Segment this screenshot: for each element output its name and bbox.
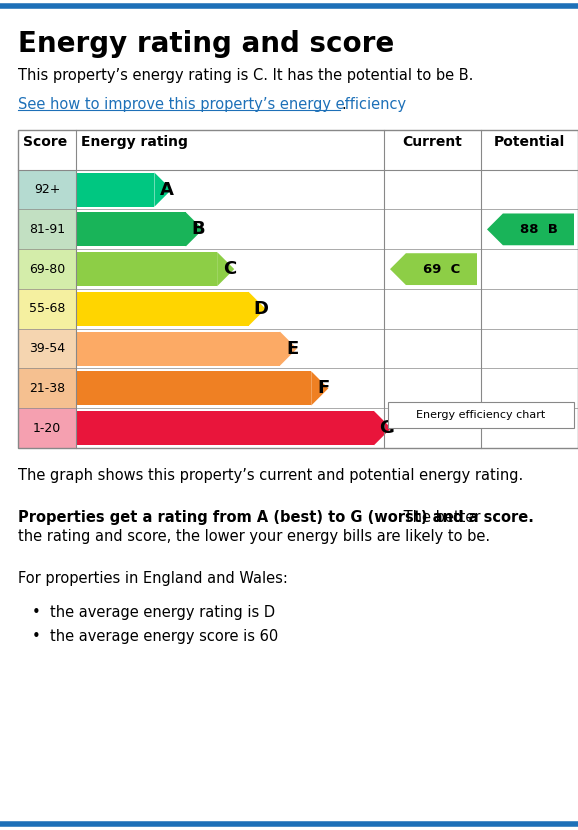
- Bar: [388, 403, 574, 428]
- Text: Energy efficiency chart: Energy efficiency chart: [416, 410, 546, 420]
- Text: 81-91: 81-91: [29, 223, 65, 236]
- Text: 55-68: 55-68: [29, 302, 65, 315]
- Text: the rating and score, the lower your energy bills are likely to be.: the rating and score, the lower your ene…: [18, 529, 490, 544]
- Bar: [76, 212, 186, 247]
- Polygon shape: [487, 213, 574, 246]
- Bar: [76, 173, 154, 207]
- Polygon shape: [280, 331, 297, 366]
- Text: 92+: 92+: [34, 183, 60, 196]
- Text: 69  C: 69 C: [423, 262, 460, 276]
- Polygon shape: [217, 252, 234, 286]
- Bar: [18, 130, 578, 448]
- Text: 21-38: 21-38: [29, 382, 65, 395]
- Text: •  the average energy score is 60: • the average energy score is 60: [32, 629, 278, 644]
- Text: G: G: [379, 419, 394, 437]
- Text: This property’s energy rating is C. It has the potential to be B.: This property’s energy rating is C. It h…: [18, 68, 473, 83]
- Text: Properties get a rating from A (best) to G (worst) and a score.: Properties get a rating from A (best) to…: [18, 510, 534, 525]
- Text: Energy rating: Energy rating: [81, 135, 188, 149]
- Text: B: B: [191, 221, 205, 238]
- Text: 39-54: 39-54: [29, 342, 65, 355]
- Text: Energy rating and score: Energy rating and score: [18, 30, 394, 58]
- Text: Current: Current: [402, 135, 462, 149]
- Text: F: F: [318, 379, 330, 398]
- Bar: [18, 209, 76, 249]
- Text: Score: Score: [23, 135, 67, 149]
- Text: 1-20: 1-20: [33, 422, 61, 435]
- Text: .: .: [341, 97, 346, 112]
- Text: The graph shows this property’s current and potential energy rating.: The graph shows this property’s current …: [18, 468, 523, 483]
- Bar: [18, 369, 76, 408]
- Text: A: A: [160, 181, 174, 198]
- Text: See how to improve this property’s energy efficiency: See how to improve this property’s energ…: [18, 97, 406, 112]
- Text: 69-80: 69-80: [29, 262, 65, 276]
- Text: D: D: [254, 300, 269, 318]
- Polygon shape: [186, 212, 203, 247]
- Polygon shape: [154, 173, 172, 207]
- Text: 88  B: 88 B: [520, 223, 557, 236]
- Text: For properties in England and Wales:: For properties in England and Wales:: [18, 571, 288, 586]
- Bar: [76, 252, 217, 286]
- Bar: [76, 411, 374, 445]
- Bar: [18, 249, 76, 289]
- Bar: [76, 292, 249, 326]
- Bar: [18, 329, 76, 369]
- Bar: [18, 408, 76, 448]
- Text: C: C: [223, 260, 236, 278]
- Polygon shape: [312, 371, 328, 406]
- Text: The better: The better: [399, 510, 481, 525]
- Bar: [18, 170, 76, 209]
- Bar: [18, 289, 76, 329]
- Bar: [76, 371, 312, 406]
- Polygon shape: [390, 253, 477, 285]
- Bar: [76, 331, 280, 366]
- Polygon shape: [374, 411, 391, 445]
- Text: Potential: Potential: [494, 135, 565, 149]
- Polygon shape: [249, 292, 266, 326]
- Text: E: E: [286, 339, 299, 358]
- Text: •  the average energy rating is D: • the average energy rating is D: [32, 605, 275, 620]
